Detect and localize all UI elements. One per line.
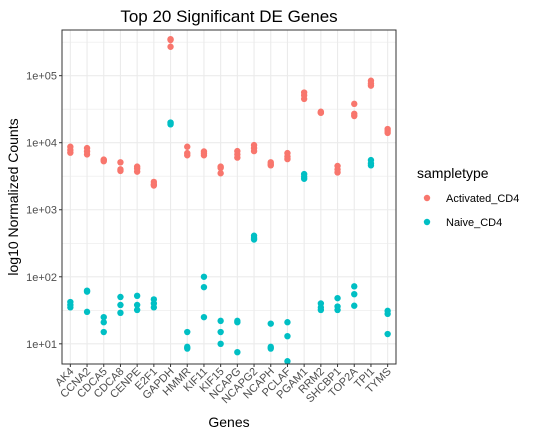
- plot-border: [61, 29, 397, 365]
- data-point: [367, 162, 375, 169]
- data-point: [367, 82, 375, 89]
- data-point: [217, 170, 224, 177]
- legend: sampletype Activated_CD4 Naive_CD4: [417, 165, 519, 229]
- data-point: [351, 283, 358, 290]
- y-tick-label: 1e+04: [26, 138, 57, 150]
- data-point: [200, 152, 208, 159]
- data-point: [184, 328, 191, 336]
- data-point: [267, 320, 274, 327]
- x-axis-label: Genes: [208, 414, 249, 430]
- data-point: [117, 159, 124, 166]
- data-point: [384, 330, 391, 338]
- data-point: [167, 36, 174, 44]
- data-point: [133, 168, 141, 175]
- data-point: [317, 306, 325, 314]
- x-axis: AK4CCNA2CDCA5CDCA8CENPEE2F1GAPDHHMMRKIF1…: [53, 364, 394, 406]
- data-point: [351, 112, 358, 120]
- data-point: [184, 152, 191, 159]
- y-tick-label: 1e+01: [26, 339, 57, 351]
- legend-items: Activated_CD4 Naive_CD4: [423, 193, 519, 229]
- data-point: [150, 304, 158, 311]
- data-point: [117, 293, 124, 301]
- data-point: [67, 149, 74, 156]
- grid-lines: [62, 30, 396, 364]
- data-point: [83, 308, 91, 316]
- data-point: [217, 340, 224, 348]
- data-point: [234, 348, 241, 356]
- data-point: [117, 309, 124, 317]
- legend-key-activated-cd4: [423, 194, 431, 202]
- y-tick-label: 1e+05: [26, 71, 57, 83]
- data-points: [67, 35, 391, 365]
- data-point: [284, 358, 291, 365]
- data-point: [351, 302, 358, 309]
- data-point: [334, 294, 341, 302]
- data-point: [100, 328, 107, 336]
- legend-label-naive-cd4: Naive_CD4: [446, 217, 502, 229]
- data-point: [100, 313, 107, 321]
- data-point: [184, 143, 191, 150]
- plot-background: [62, 30, 396, 364]
- legend-label-activated-cd4: Activated_CD4: [446, 193, 519, 205]
- data-point: [117, 167, 124, 175]
- data-point: [200, 273, 208, 280]
- y-axis: 1e+01 1e+02 1e+03 1e+04 1e+05: [26, 71, 62, 351]
- data-point: [217, 317, 224, 325]
- data-point: [234, 319, 241, 326]
- data-point: [334, 169, 341, 176]
- legend-key-naive-cd4: [423, 218, 431, 226]
- data-point: [351, 290, 358, 298]
- chart-title: Top 20 Significant DE Genes: [120, 7, 337, 26]
- data-point: [384, 310, 391, 318]
- data-point: [217, 328, 224, 336]
- data-point: [167, 121, 174, 128]
- data-point: [83, 288, 91, 295]
- series-activated-cd4: [67, 35, 391, 189]
- y-axis-label: log10 Normalized Counts: [5, 118, 21, 275]
- data-point: [133, 292, 141, 300]
- data-point: [267, 345, 274, 352]
- data-point: [300, 175, 308, 182]
- data-point: [267, 162, 274, 169]
- data-point: [100, 157, 107, 165]
- data-point: [200, 283, 208, 291]
- plot-panel: [61, 29, 397, 365]
- data-point: [184, 345, 191, 352]
- y-tick-label: 1e+02: [26, 272, 57, 284]
- data-point: [317, 109, 325, 116]
- data-point: [334, 306, 341, 314]
- data-point: [133, 301, 141, 309]
- data-point: [67, 304, 74, 311]
- data-point: [300, 95, 308, 103]
- data-point: [100, 319, 107, 326]
- data-point: [234, 154, 241, 161]
- data-point: [150, 182, 158, 189]
- data-point: [200, 313, 208, 321]
- data-point: [167, 43, 174, 50]
- data-point: [284, 155, 291, 163]
- y-tick-label: 1e+03: [26, 205, 57, 217]
- data-point: [250, 147, 258, 155]
- series-naive-cd4: [67, 119, 391, 365]
- data-point: [384, 129, 391, 137]
- data-point: [284, 319, 291, 326]
- data-point: [117, 301, 124, 309]
- data-point: [284, 332, 291, 340]
- data-point: [217, 164, 224, 172]
- data-point: [351, 100, 358, 108]
- legend-title: sampletype: [417, 165, 489, 181]
- data-point: [250, 236, 258, 243]
- data-point: [83, 151, 91, 158]
- data-point: [133, 306, 141, 314]
